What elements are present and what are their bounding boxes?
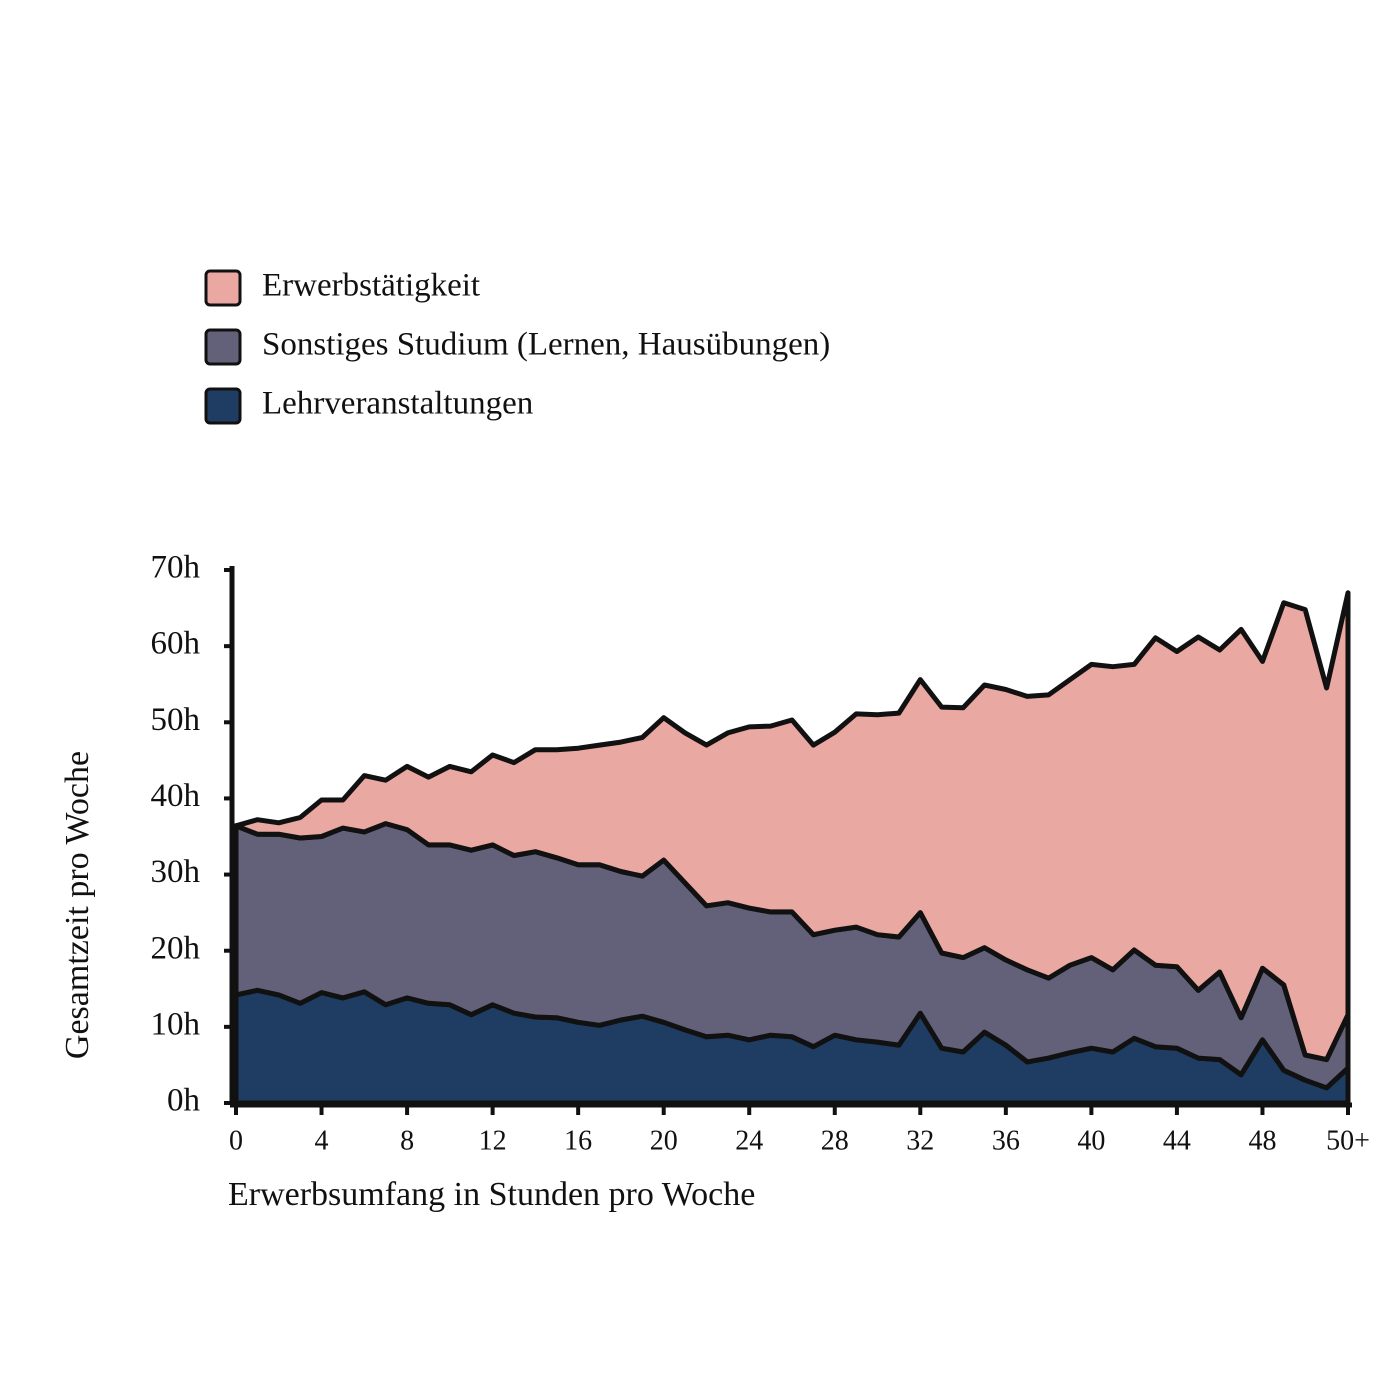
- legend-label: Lehrveranstaltungen: [262, 386, 533, 422]
- y-tick-label: 50h: [151, 702, 201, 738]
- legend-label: Sonstiges Studium (Lernen, Hausübungen): [262, 327, 830, 363]
- x-tick-label: 16: [564, 1125, 592, 1156]
- x-tick-label: 44: [1163, 1125, 1191, 1156]
- x-tick-label: 28: [821, 1125, 849, 1156]
- x-tick-label: 8: [400, 1125, 414, 1156]
- y-tick-label: 30h: [151, 854, 201, 890]
- y-axis-label: Gesamtzeit pro Woche: [59, 751, 96, 1059]
- y-tick-label: 70h: [151, 550, 201, 586]
- x-tick-label: 0: [229, 1125, 243, 1156]
- legend-swatch: [204, 328, 242, 366]
- x-tick-label: 20: [650, 1125, 678, 1156]
- y-tick-label: 0h: [167, 1083, 201, 1119]
- y-tick-label: 40h: [151, 778, 201, 814]
- x-tick-label: 24: [735, 1125, 763, 1156]
- y-tick-label: 10h: [151, 1006, 201, 1042]
- x-tick-label: 40: [1077, 1125, 1105, 1156]
- y-tick-label: 60h: [151, 626, 201, 662]
- x-tick-label: 36: [992, 1125, 1020, 1156]
- legend-swatch: [204, 387, 242, 425]
- x-tick-label: 4: [315, 1125, 329, 1156]
- x-tick-label: 48: [1248, 1125, 1276, 1156]
- x-tick-label: 32: [906, 1125, 934, 1156]
- x-tick-label: 12: [479, 1125, 507, 1156]
- legend-label: Erwerbstätigkeit: [262, 268, 480, 304]
- area: [233, 590, 1351, 1063]
- x-axis-label: Erwerbsumfang in Stunden pro Woche: [228, 1176, 755, 1213]
- legend-swatch: [204, 269, 242, 307]
- x-tick-label: 50+: [1326, 1125, 1370, 1156]
- y-tick-label: 20h: [151, 930, 201, 966]
